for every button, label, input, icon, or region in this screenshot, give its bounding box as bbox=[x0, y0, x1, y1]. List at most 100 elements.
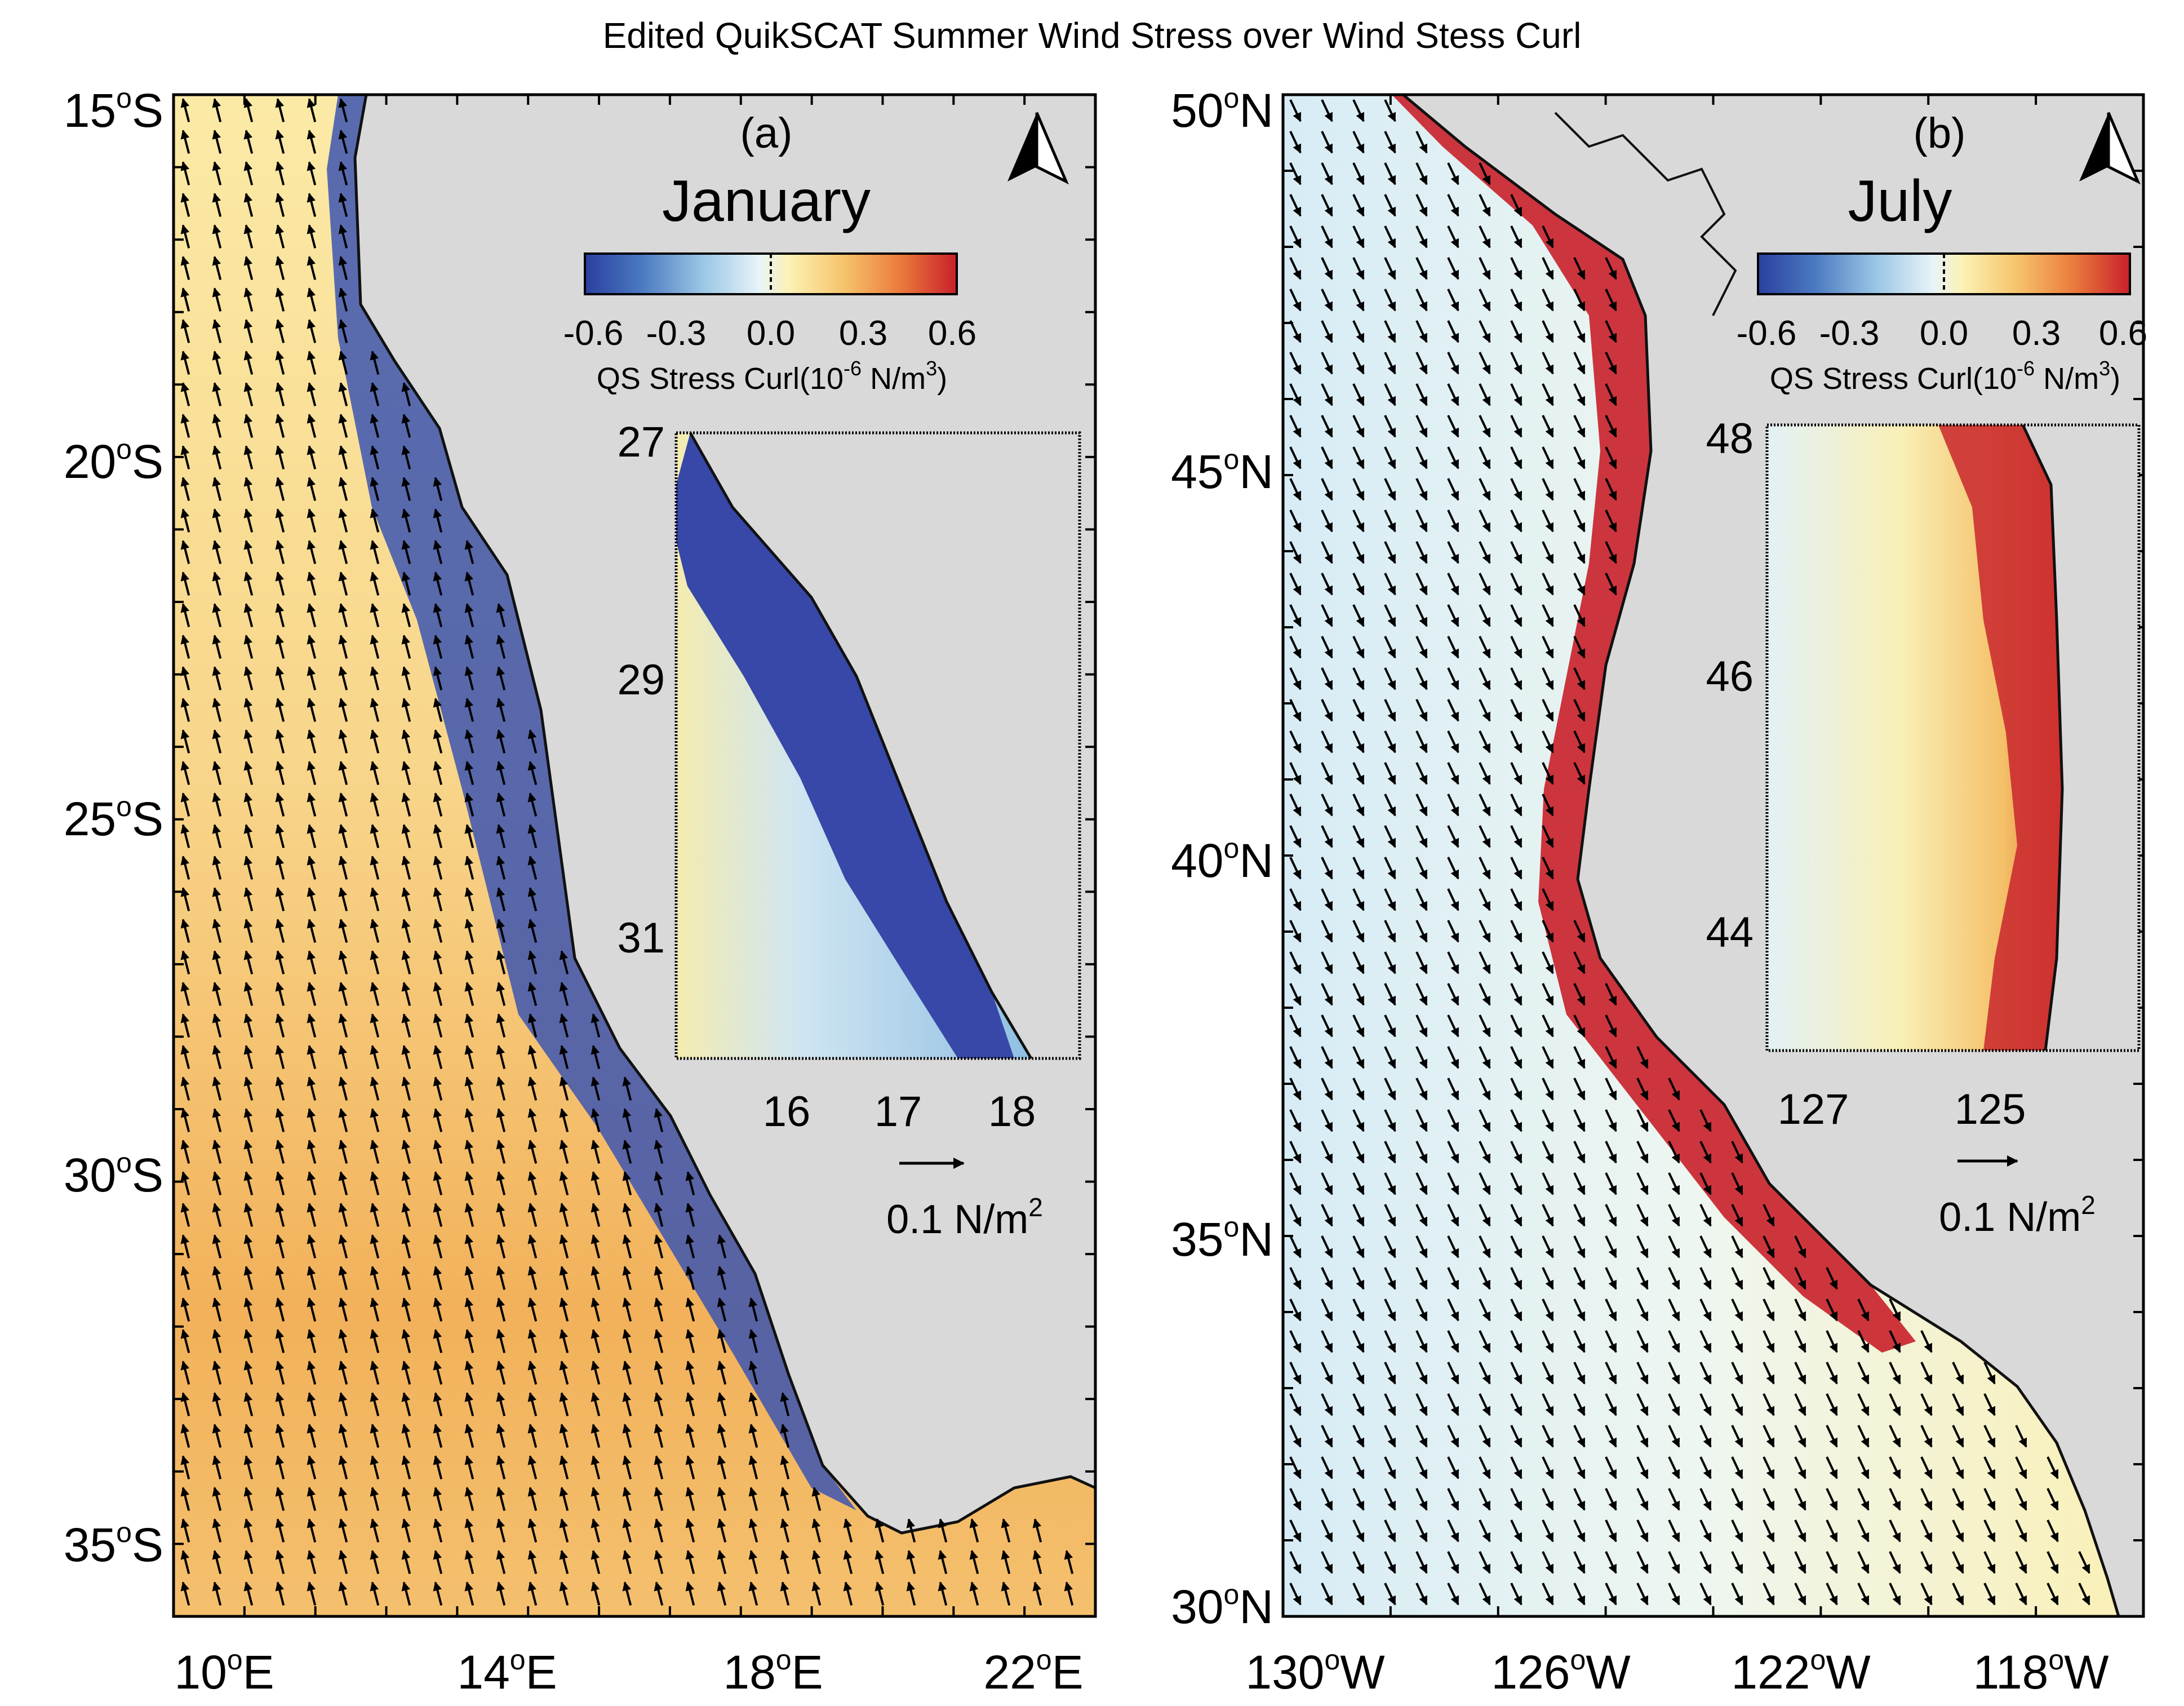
wind-arrow bbox=[180, 1455, 190, 1479]
wind-arrow bbox=[1289, 509, 1302, 533]
wind-arrow bbox=[1352, 194, 1365, 217]
wind-arrow bbox=[1542, 478, 1554, 501]
wind-arrow bbox=[338, 130, 348, 154]
wind-arrow bbox=[338, 1329, 348, 1353]
panel-label-a: (a) bbox=[740, 109, 793, 157]
wind-arrow bbox=[180, 1329, 190, 1353]
wind-arrow bbox=[275, 1140, 285, 1164]
wind-arrow bbox=[1573, 667, 1586, 690]
wind-arrow bbox=[1510, 383, 1522, 406]
wind-arrow bbox=[1479, 415, 1491, 438]
wind-arrow bbox=[1321, 478, 1333, 501]
panel-label-b: (b) bbox=[1914, 109, 1966, 157]
wind-arrow bbox=[307, 382, 317, 406]
wind-arrow bbox=[370, 666, 380, 690]
wind-arrow bbox=[212, 351, 222, 375]
cbar-tick-b-3: 0.3 bbox=[2012, 314, 2061, 353]
wind-arrow bbox=[1605, 415, 1617, 438]
wind-arrow bbox=[748, 1392, 758, 1416]
wind-arrow bbox=[243, 792, 254, 817]
wind-arrow bbox=[433, 1392, 443, 1416]
wind-arrow bbox=[496, 603, 506, 627]
wind-arrow bbox=[1542, 289, 1554, 312]
coastline-a bbox=[353, 95, 1095, 1535]
wind-arrow bbox=[1605, 509, 1617, 533]
wind-arrow bbox=[307, 1203, 317, 1227]
wind-arrow bbox=[338, 224, 348, 249]
wind-arrow bbox=[1321, 289, 1333, 312]
wind-arrow bbox=[496, 1171, 506, 1195]
wind-arrow bbox=[1289, 888, 1302, 911]
wind-arrow bbox=[243, 287, 254, 312]
wind-arrow bbox=[748, 1581, 758, 1606]
wind-arrow bbox=[654, 1234, 664, 1259]
wind-arrow bbox=[1573, 1109, 1586, 1132]
wind-arrow bbox=[433, 824, 443, 848]
wind-arrow bbox=[685, 1171, 695, 1195]
wind-arrow bbox=[370, 540, 380, 564]
figure-title: Edited QuikSCAT Summer Wind Stress over … bbox=[602, 15, 1582, 56]
wind-arrow bbox=[180, 1140, 190, 1164]
wind-arrow bbox=[464, 1076, 474, 1101]
cbar-tick-b-1: -0.3 bbox=[1819, 314, 1880, 353]
wind-arrow bbox=[1289, 951, 1302, 974]
wind-arrow bbox=[938, 1550, 948, 1574]
wind-arrow bbox=[401, 1013, 411, 1038]
wind-arrow bbox=[370, 382, 380, 406]
wind-arrow bbox=[275, 824, 285, 848]
wind-arrow bbox=[717, 1297, 727, 1322]
wind-arrow bbox=[307, 792, 317, 817]
wind-arrow bbox=[496, 729, 506, 754]
wind-arrow bbox=[559, 1518, 569, 1543]
wind-arrow bbox=[370, 887, 380, 911]
wind-arrow bbox=[433, 950, 443, 974]
wind-arrow bbox=[1352, 225, 1365, 249]
wind-arrow bbox=[212, 256, 222, 280]
wind-arrow bbox=[275, 382, 285, 406]
wind-arrow bbox=[433, 1013, 443, 1038]
wind-arrow bbox=[307, 351, 317, 375]
wind-arrow bbox=[1510, 289, 1522, 312]
wind-arrow bbox=[307, 319, 317, 343]
wind-arrow bbox=[180, 1297, 190, 1322]
wind-arrow bbox=[370, 919, 380, 943]
wind-arrow bbox=[1573, 478, 1586, 501]
wind-arrow bbox=[275, 698, 285, 722]
wind-arrow bbox=[1479, 509, 1491, 533]
wind-arrow bbox=[1289, 446, 1302, 469]
wind-arrow bbox=[1479, 636, 1491, 659]
wind-arrow bbox=[1352, 951, 1365, 974]
wind-arrow bbox=[1510, 1141, 1522, 1164]
lon-label-b-1: 126oW bbox=[1491, 1644, 1630, 1699]
wind-arrow bbox=[275, 1076, 285, 1101]
tick-marks-a bbox=[174, 95, 1095, 1616]
wind-arrow bbox=[433, 1203, 443, 1227]
lat-label-a-1: 20oS bbox=[64, 433, 163, 488]
wind-arrow bbox=[401, 1455, 411, 1479]
wind-arrow bbox=[1605, 573, 1617, 596]
lat-label-b-2: 40oN bbox=[1171, 832, 1273, 887]
wind-arrow bbox=[1542, 825, 1554, 848]
wind-arrow bbox=[180, 1234, 190, 1259]
lat-label-a-4: 35oS bbox=[64, 1517, 163, 1571]
wind-arrow bbox=[1352, 762, 1365, 785]
wind-arrow bbox=[1573, 699, 1586, 722]
wind-arrow bbox=[1289, 289, 1302, 312]
inset-xlabel-b-0: 127 bbox=[1778, 1085, 1849, 1133]
wind-arrow bbox=[1289, 762, 1302, 785]
wind-arrow bbox=[1321, 352, 1333, 375]
wind-arrow bbox=[527, 1518, 538, 1543]
wind-arrow bbox=[1510, 509, 1522, 533]
wind-arrow bbox=[212, 98, 222, 122]
wind-arrow bbox=[370, 1297, 380, 1322]
wind-arrow bbox=[559, 1171, 569, 1195]
wind-arrow bbox=[1352, 478, 1365, 501]
wind-arrow bbox=[243, 1297, 254, 1322]
wind-arrow bbox=[1415, 1109, 1428, 1132]
wind-arrow bbox=[717, 1234, 727, 1259]
wind-arrow bbox=[748, 1455, 758, 1479]
wind-arrow bbox=[1479, 794, 1491, 817]
wind-arrow bbox=[1384, 1109, 1396, 1132]
wind-arrow bbox=[433, 698, 443, 722]
wind-arrow bbox=[559, 1203, 569, 1227]
